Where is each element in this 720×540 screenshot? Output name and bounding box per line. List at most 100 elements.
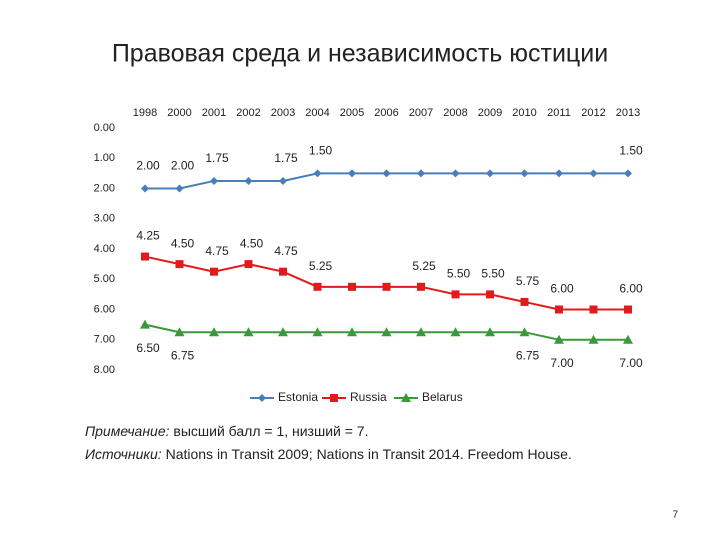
marker <box>175 260 184 269</box>
x-tick-label: 2005 <box>340 107 364 119</box>
y-tick-label: 7.00 <box>94 334 115 346</box>
marker <box>279 176 287 185</box>
legend-label: Russia <box>350 390 387 404</box>
marker <box>416 327 426 337</box>
marker <box>210 267 218 276</box>
x-tick-label: 2012 <box>581 107 605 119</box>
marker <box>209 327 219 337</box>
marker <box>141 184 149 193</box>
marker <box>485 327 495 337</box>
marker <box>175 184 184 193</box>
marker <box>381 327 392 337</box>
data-label: 4.50 <box>240 236 264 250</box>
marker <box>244 260 253 269</box>
legend-label: Estonia <box>278 390 318 404</box>
note-line: Примечание: высший балл = 1, низший = 7. <box>85 423 368 439</box>
marker <box>555 169 563 178</box>
note-label: Примечание: <box>85 423 170 439</box>
page-number: 7 <box>672 510 678 521</box>
marker <box>588 334 599 344</box>
x-tick-label: 2001 <box>202 107 226 119</box>
data-label: 1.50 <box>619 144 643 158</box>
marker <box>451 290 460 299</box>
marker <box>382 169 391 178</box>
data-label: 1.75 <box>274 151 298 165</box>
marker <box>244 176 253 185</box>
legend-label: Belarus <box>422 390 463 404</box>
data-label: 2.00 <box>171 159 195 173</box>
y-tick-label: 8.00 <box>94 364 115 376</box>
note-label: Источники: <box>85 446 162 462</box>
marker <box>210 176 218 185</box>
marker <box>486 169 494 178</box>
note-text: высший балл = 1, низший = 7. <box>170 423 369 439</box>
y-tick-label: 3.00 <box>94 213 115 225</box>
x-tick-label: 2002 <box>236 107 260 119</box>
data-label: 7.00 <box>619 356 643 370</box>
data-label: 1.50 <box>309 144 333 158</box>
marker <box>417 169 425 178</box>
marker <box>258 394 266 402</box>
marker <box>589 169 598 178</box>
x-tick-label: 2011 <box>547 107 571 119</box>
data-label: 4.50 <box>171 236 195 250</box>
data-label: 6.75 <box>171 348 195 362</box>
marker <box>623 334 633 344</box>
data-label: 4.75 <box>205 244 229 258</box>
marker <box>382 282 391 291</box>
marker <box>486 290 494 299</box>
x-tick-label: 2007 <box>409 107 433 119</box>
data-label: 6.00 <box>619 282 643 296</box>
marker <box>330 394 338 402</box>
marker <box>348 169 356 178</box>
marker <box>554 334 564 344</box>
data-label: 5.75 <box>516 274 540 288</box>
x-tick-label: 2013 <box>616 107 640 119</box>
marker <box>451 169 460 178</box>
marker <box>519 327 530 337</box>
data-label: 4.25 <box>136 229 160 243</box>
y-tick-label: 5.00 <box>94 273 115 285</box>
marker <box>347 327 357 337</box>
data-label: 5.25 <box>412 259 436 273</box>
y-tick-label: 6.00 <box>94 303 115 315</box>
data-label: 5.50 <box>447 267 471 281</box>
marker <box>520 169 529 178</box>
y-tick-label: 0.00 <box>94 122 115 134</box>
marker <box>313 169 322 178</box>
data-label: 6.75 <box>516 348 540 362</box>
x-tick-label: 2009 <box>478 107 502 119</box>
data-label: 6.50 <box>136 341 160 355</box>
data-label: 5.25 <box>309 259 333 273</box>
y-tick-label: 2.00 <box>94 182 115 194</box>
marker <box>348 282 356 291</box>
marker <box>450 327 461 337</box>
marker <box>312 327 323 337</box>
marker <box>278 327 288 337</box>
data-label: 4.75 <box>274 244 298 258</box>
marker <box>624 169 632 178</box>
y-tick-label: 4.00 <box>94 243 115 255</box>
marker <box>174 327 185 337</box>
data-label: 2.00 <box>136 159 160 173</box>
x-tick-label: 1998 <box>133 107 157 119</box>
marker <box>401 393 411 402</box>
marker <box>243 327 254 337</box>
marker <box>417 282 425 291</box>
slide-title: Правовая среда и независимость юстиции <box>112 40 608 68</box>
data-label: 7.00 <box>550 356 574 370</box>
marker <box>313 282 322 291</box>
data-label: 6.00 <box>550 282 574 296</box>
note-line: Источники: Nations in Transit 2009; Nati… <box>85 446 572 462</box>
x-tick-label: 2008 <box>443 107 467 119</box>
marker <box>555 305 563 314</box>
data-label: 1.75 <box>205 151 229 165</box>
x-tick-label: 2010 <box>512 107 536 119</box>
marker <box>141 252 149 261</box>
marker <box>279 267 287 276</box>
marker <box>589 305 598 314</box>
x-tick-label: 2006 <box>374 107 398 119</box>
marker <box>140 319 150 329</box>
x-tick-label: 2000 <box>167 107 191 119</box>
